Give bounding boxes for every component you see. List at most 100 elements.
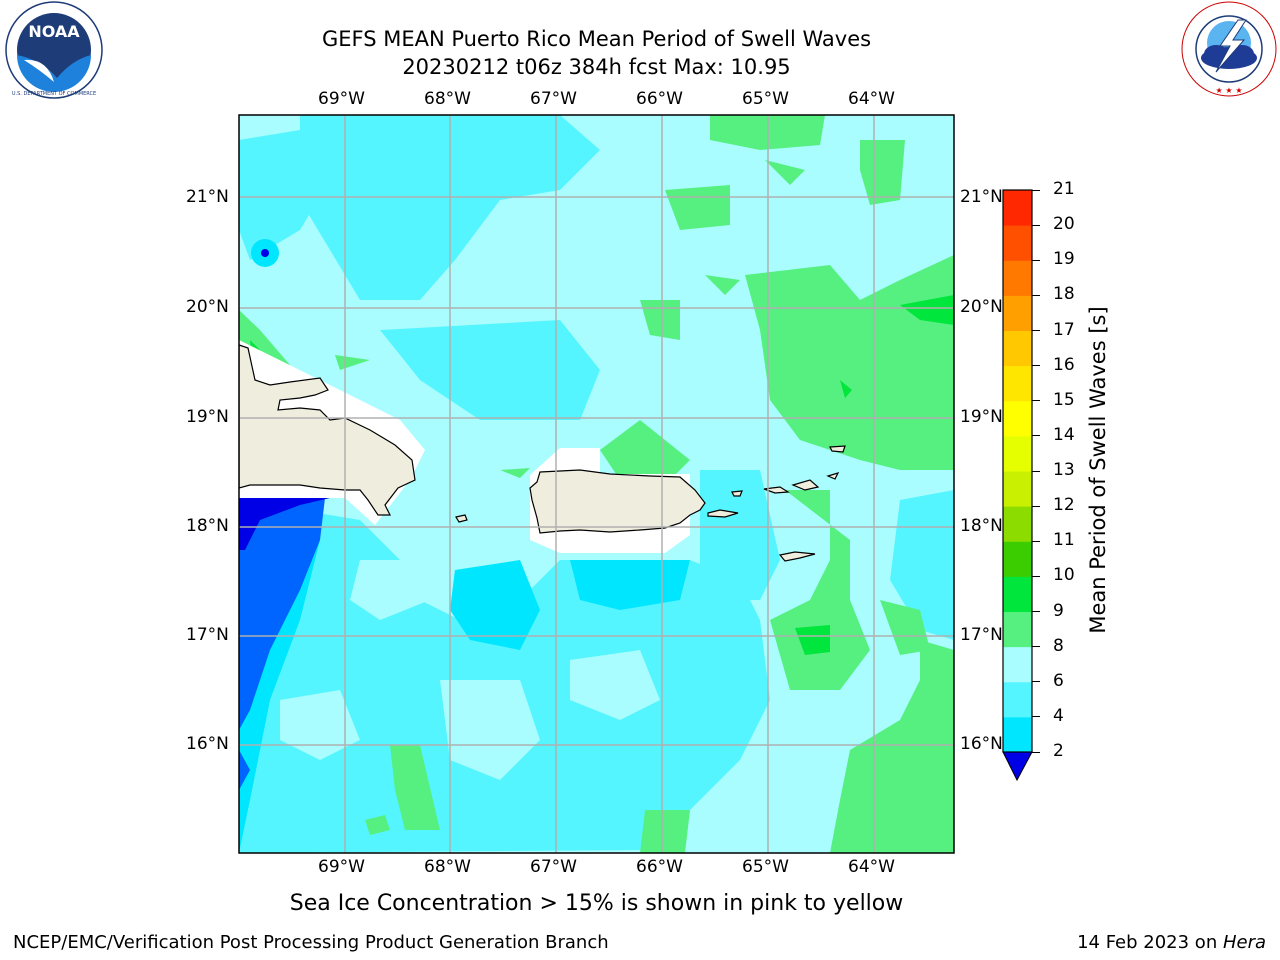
colorbar-tick-mark (1032, 540, 1040, 542)
colorbar-tick-label: 14 (1053, 424, 1075, 445)
lon-label-bottom: 66°W (636, 857, 683, 877)
colorbar-segment (1003, 435, 1032, 472)
colorbar-tick-mark (1032, 611, 1040, 612)
colorbar-segment (1003, 716, 1032, 753)
lat-label-right: 21°N (960, 187, 1003, 207)
field-9-10s (239, 115, 954, 853)
vieques (707, 509, 739, 518)
footer-branch: NCEP/EMC/Verification Post Processing Pr… (13, 932, 609, 953)
hispaniola (239, 344, 416, 516)
footer-date: 14 Feb 2023 on Hera (1077, 932, 1266, 953)
colorbar-tick-mark (1032, 575, 1040, 577)
colorbar-tick-mark (1032, 435, 1040, 437)
lat-label-left: 19°N (186, 407, 229, 427)
svg-text:U.S. DEPARTMENT OF COMMERCE: U.S. DEPARTMENT OF COMMERCE (12, 91, 96, 97)
colorbar-tick-mark (1032, 646, 1040, 648)
field-2-4s (239, 498, 325, 790)
colorbar-tick-label: 11 (1053, 530, 1075, 551)
colorbar-segment (1003, 471, 1032, 507)
lat-label-left: 18°N (186, 516, 229, 536)
colorbar-segment (1003, 365, 1032, 402)
lon-label-top: 68°W (424, 89, 471, 109)
lon-label-top: 65°W (742, 89, 789, 109)
colorbar-segment (1003, 681, 1032, 718)
lon-label-top: 64°W (848, 89, 895, 109)
st-croix (778, 551, 816, 562)
colorbar-tick-mark (1032, 224, 1040, 226)
colorbar-tick-mark (1032, 716, 1040, 718)
colorbar-tick-mark (1032, 365, 1040, 367)
colorbar-segment (1003, 295, 1032, 331)
colorbar-tick-label: 21 (1053, 179, 1075, 199)
colorbar-tick-label: 19 (1053, 249, 1075, 270)
sea-ice-caption-text: Sea Ice Concentration > 15% is shown in … (289, 891, 904, 916)
colorbar-segment (1003, 225, 1032, 261)
lat-label-left: 16°N (186, 734, 229, 754)
colorbar-tick-label: 15 (1053, 389, 1075, 410)
colorbar-tick-label: 4 (1053, 705, 1064, 726)
lon-label-top: 69°W (318, 89, 365, 109)
colorbar-tick-mark (1032, 330, 1040, 331)
noaa-logo: NOAA U.S. DEPARTMENT OF COMMERCE (5, 1, 103, 99)
lon-label-bottom: 64°W (848, 857, 895, 877)
svg-text:NOAA: NOAA (28, 22, 80, 41)
colorbar-tick-label: 2 (1053, 741, 1064, 761)
lon-label-bottom: 69°W (318, 857, 365, 877)
lat-label-right: 17°N (960, 625, 1003, 645)
nws-logo: ★ ★ ★ (1181, 1, 1277, 97)
lat-label-left: 20°N (186, 297, 229, 317)
colorbar-segment (1003, 400, 1032, 437)
lat-label-right: 19°N (960, 407, 1003, 427)
colorbar-tick-mark (1032, 505, 1040, 507)
colorbar-segment (1003, 576, 1032, 612)
colorbar-segment (1003, 541, 1032, 577)
colorbar-tick-label: 20 (1053, 214, 1075, 235)
field-8-9s-patches (280, 560, 660, 780)
lat-label-left: 17°N (186, 625, 229, 645)
lon-label-bottom: 68°W (424, 857, 471, 877)
colorbar-segment (1003, 646, 1032, 683)
colorbar-tick-mark (1032, 470, 1040, 472)
lat-label-right: 18°N (960, 516, 1003, 536)
lat-label-left: 21°N (186, 187, 229, 207)
footer-machine: Hera (1222, 932, 1266, 953)
lon-label-bottom: 65°W (742, 857, 789, 877)
map-frame (238, 114, 955, 854)
colorbar-tick-mark (1032, 259, 1040, 261)
graticule (239, 115, 954, 853)
field-below-2s (239, 249, 330, 550)
colorbar-tick-mark (1032, 751, 1040, 753)
colorbar-tick-mark (1032, 294, 1040, 296)
chart-title-line1: GEFS MEAN Puerto Rico Mean Period of Swe… (321, 27, 872, 51)
colorbar-tick-mark (1032, 189, 1040, 191)
colorbar-tick-label: 13 (1053, 460, 1075, 480)
colorbar-tick-label: 16 (1053, 354, 1075, 375)
sea-ice-caption: Sea Ice Concentration > 15% is shown in … (0, 891, 1280, 916)
mona-island (455, 514, 468, 523)
colorbar-extend (1002, 751, 1033, 782)
chart-title-line2: 20230212 t06z 384h fcst Max: 10.95 (402, 55, 791, 79)
colorbar-tick-label: 10 (1053, 565, 1075, 586)
lat-label-right: 20°N (960, 297, 1003, 317)
lon-label-top: 66°W (636, 89, 683, 109)
colorbar-tick-label: 12 (1053, 495, 1075, 516)
footer-date-text: 14 Feb 2023 on (1077, 932, 1223, 953)
colorbar-segment (1003, 260, 1032, 296)
colorbar-tick-mark (1032, 681, 1040, 683)
colorbar-tick-label: 6 (1053, 670, 1064, 691)
colorbar-tick-mark (1032, 400, 1040, 402)
colorbar-segment (1003, 611, 1032, 648)
colorbar-segment (1003, 506, 1032, 542)
field-10-11s (250, 295, 954, 655)
colorbar-segment (1003, 330, 1032, 367)
lon-label-top: 67°W (530, 89, 577, 109)
colorbar-tick-label: 8 (1053, 635, 1064, 656)
colorbar-tick-label: 18 (1053, 284, 1075, 305)
colorbar-tick-label: 17 (1053, 319, 1075, 340)
colorbar-segment (1003, 190, 1032, 226)
colorbar (1002, 189, 1033, 782)
lat-label-right: 16°N (960, 734, 1003, 754)
colorbar-tick-label: 9 (1053, 600, 1064, 621)
lon-label-bottom: 67°W (530, 857, 577, 877)
